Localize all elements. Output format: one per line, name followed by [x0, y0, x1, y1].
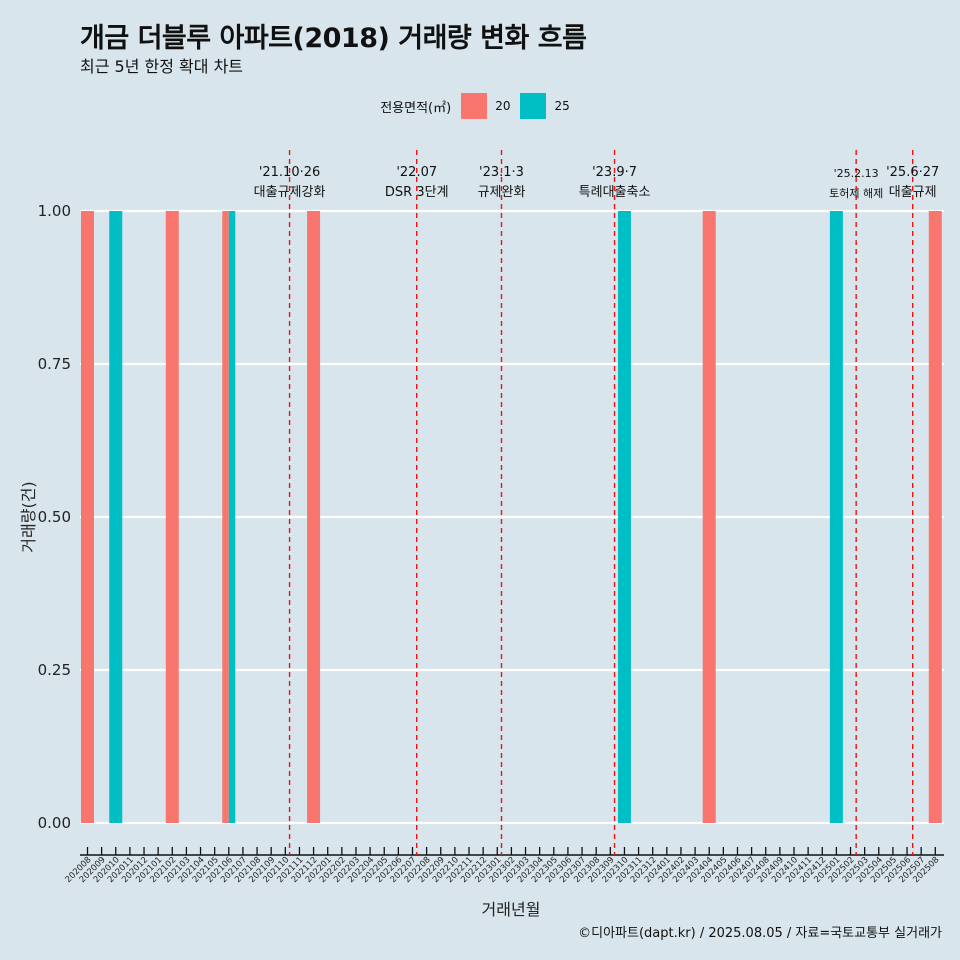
event-date-label: '23.1·3 [479, 165, 524, 180]
legend-item-20: 20 [461, 93, 510, 119]
legend-swatch-25 [520, 93, 547, 119]
bar-20-202106 [222, 211, 229, 823]
y-tick-label: 0.50 [38, 508, 71, 526]
event-name-label: 특례대출축소 [579, 185, 651, 200]
chart-title: 개금 더블루 아파트(2018) 거래량 변화 흐름 [80, 23, 587, 54]
event-name-label: 토허제 해제 [829, 186, 883, 200]
event-date-label: '25.2.13 [834, 167, 879, 180]
bar-25-202010 [109, 211, 123, 823]
bar-20-202008 [81, 211, 94, 823]
legend-title: 전용면적(㎡) [380, 100, 452, 116]
event-date-label: '25.6·27 [886, 165, 939, 180]
bar-20-202508 [928, 211, 942, 823]
bar-20-202102 [165, 211, 179, 823]
bar-25-202310 [617, 211, 631, 823]
bar-25-202501 [829, 211, 843, 823]
y-tick-label: 1.00 [38, 202, 71, 220]
event-name-label: DSR 3단계 [385, 185, 449, 200]
event-name-label: 규제완화 [478, 185, 526, 200]
y-tick-label: 0.00 [38, 814, 71, 832]
chart-subtitle: 최근 5년 한정 확대 차트 [80, 57, 244, 76]
event-date-label: '23.9·7 [592, 165, 637, 180]
event-name-label: 대출규제 [889, 185, 937, 200]
legend-swatch-20 [461, 93, 488, 119]
legend-item-25: 25 [520, 93, 570, 119]
legend-label-20: 20 [495, 99, 511, 113]
y-tick-label: 0.25 [38, 661, 71, 679]
legend-label-25: 25 [554, 99, 570, 113]
x-axis-title: 거래년월 [482, 900, 541, 919]
event-date-label: '21.10·26 [259, 165, 320, 180]
source-caption: ©디아파트(dapt.kr) / 2025.08.05 / 자료=국토교통부 실… [578, 926, 942, 941]
bar-25-202106 [228, 211, 236, 823]
bar-20-202404 [702, 211, 716, 823]
event-name-label: 대출규제강화 [254, 185, 326, 200]
bar-20-202112 [307, 211, 321, 823]
event-date-label: '22.07 [396, 165, 437, 180]
y-axis-title: 거래량(건) [19, 481, 38, 552]
legend: 전용면적(㎡) 20 25 [0, 93, 960, 119]
y-tick-label: 0.75 [38, 355, 71, 373]
